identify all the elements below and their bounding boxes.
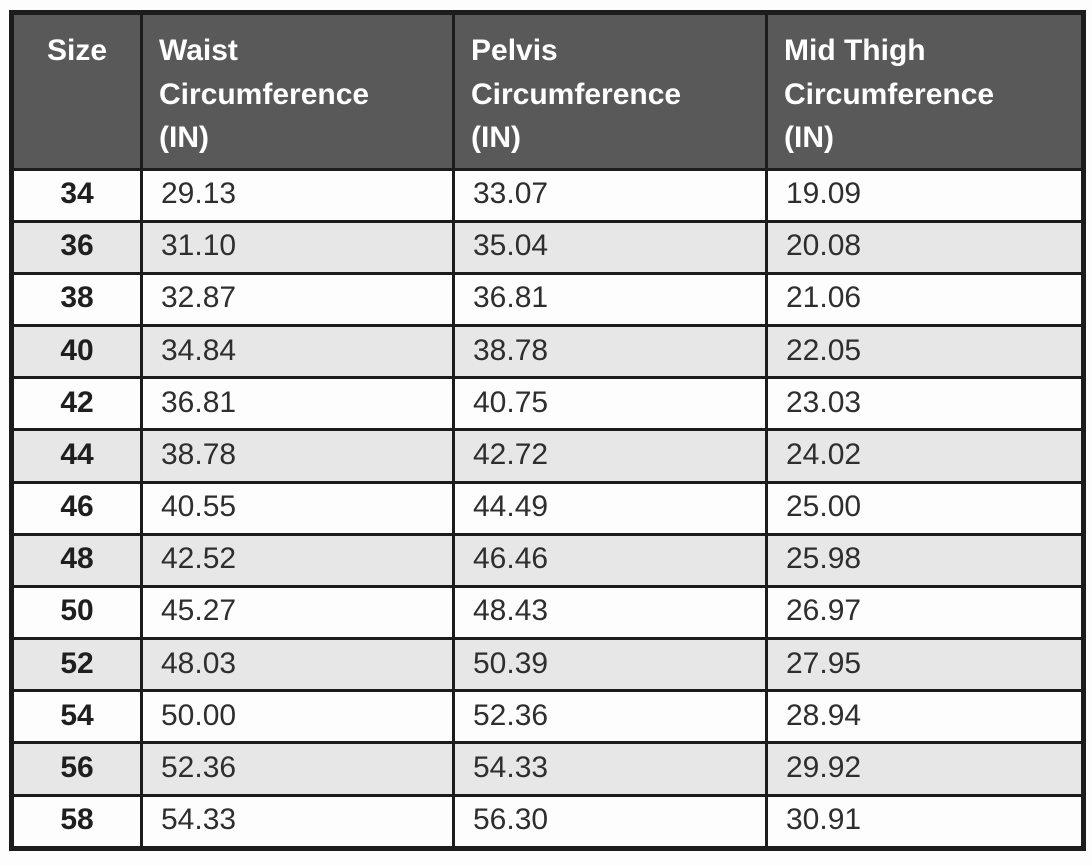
table-row: 52 48.03 50.39 27.95 bbox=[10, 637, 1085, 693]
table-row: 44 38.78 42.72 24.02 bbox=[10, 428, 1085, 484]
table-row: 42 36.81 40.75 23.03 bbox=[10, 376, 1085, 432]
mid-thigh-circumference-cell: 30.91 bbox=[765, 793, 1085, 851]
size-cell: 38 bbox=[10, 271, 143, 328]
pelvis-circumference-cell: 48.43 bbox=[452, 584, 768, 641]
mid-thigh-circumference-cell: 25.98 bbox=[765, 532, 1085, 588]
mid-thigh-circumference-cell: 26.97 bbox=[765, 584, 1085, 641]
table-row: 56 52.36 54.33 29.92 bbox=[10, 741, 1085, 797]
size-cell: 50 bbox=[10, 584, 143, 641]
size-cell: 42 bbox=[10, 376, 143, 432]
pelvis-circumference-cell: 52.36 bbox=[452, 689, 768, 745]
mid-thigh-circumference-cell: 23.03 bbox=[765, 376, 1085, 432]
waist-circumference-cell: 31.10 bbox=[140, 219, 455, 275]
table-row: 46 40.55 44.49 25.00 bbox=[10, 480, 1085, 536]
waist-circumference-cell: 52.36 bbox=[140, 741, 455, 797]
pelvis-circumference-cell: 38.78 bbox=[452, 324, 768, 380]
pelvis-circumference-cell: 33.07 bbox=[452, 167, 768, 223]
column-header-waist-circumference: Waist Circumference (IN) bbox=[140, 11, 455, 171]
table-row: 48 42.52 46.46 25.98 bbox=[10, 532, 1085, 588]
pelvis-circumference-cell: 35.04 bbox=[452, 219, 768, 275]
pelvis-circumference-cell: 36.81 bbox=[452, 271, 768, 328]
waist-circumference-cell: 36.81 bbox=[140, 376, 455, 432]
pelvis-circumference-cell: 42.72 bbox=[452, 428, 768, 484]
size-cell: 54 bbox=[10, 689, 143, 745]
waist-circumference-cell: 34.84 bbox=[140, 324, 455, 380]
waist-circumference-cell: 54.33 bbox=[140, 793, 455, 851]
pelvis-circumference-cell: 44.49 bbox=[452, 480, 768, 536]
mid-thigh-circumference-cell: 25.00 bbox=[765, 480, 1085, 536]
size-cell: 52 bbox=[10, 637, 143, 693]
pelvis-circumference-cell: 50.39 bbox=[452, 637, 768, 693]
size-cell: 56 bbox=[10, 741, 143, 797]
waist-circumference-cell: 40.55 bbox=[140, 480, 455, 536]
size-cell: 46 bbox=[10, 480, 143, 536]
column-header-pelvis-circumference: Pelvis Circumference (IN) bbox=[452, 11, 768, 171]
pelvis-circumference-cell: 54.33 bbox=[452, 741, 768, 797]
table-header: Size Waist Circumference (IN) Pelvis Cir… bbox=[10, 11, 1085, 171]
mid-thigh-circumference-cell: 29.92 bbox=[765, 741, 1085, 797]
waist-circumference-cell: 48.03 bbox=[140, 637, 455, 693]
size-cell: 36 bbox=[10, 219, 143, 275]
pelvis-circumference-cell: 56.30 bbox=[452, 793, 768, 851]
table-row: 50 45.27 48.43 26.97 bbox=[10, 584, 1085, 641]
mid-thigh-circumference-cell: 22.05 bbox=[765, 324, 1085, 380]
waist-circumference-cell: 29.13 bbox=[140, 167, 455, 223]
waist-circumference-cell: 38.78 bbox=[140, 428, 455, 484]
table-row: 40 34.84 38.78 22.05 bbox=[10, 324, 1085, 380]
size-cell: 48 bbox=[10, 532, 143, 588]
column-header-size: Size bbox=[10, 11, 143, 171]
size-chart-table: Size Waist Circumference (IN) Pelvis Cir… bbox=[9, 10, 1086, 851]
table-row: 36 31.10 35.04 20.08 bbox=[10, 219, 1085, 275]
waist-circumference-cell: 50.00 bbox=[140, 689, 455, 745]
table-row: 38 32.87 36.81 21.06 bbox=[10, 271, 1085, 328]
table-row: 34 29.13 33.07 19.09 bbox=[10, 167, 1085, 223]
table-body: 34 29.13 33.07 19.09 36 31.10 35.04 20.0… bbox=[10, 167, 1085, 851]
pelvis-circumference-cell: 46.46 bbox=[452, 532, 768, 588]
mid-thigh-circumference-cell: 19.09 bbox=[765, 167, 1085, 223]
size-cell: 58 bbox=[10, 793, 143, 851]
mid-thigh-circumference-cell: 27.95 bbox=[765, 637, 1085, 693]
waist-circumference-cell: 42.52 bbox=[140, 532, 455, 588]
column-header-mid-thigh-circumference: Mid Thigh Circumference (IN) bbox=[765, 11, 1085, 171]
mid-thigh-circumference-cell: 28.94 bbox=[765, 689, 1085, 745]
mid-thigh-circumference-cell: 20.08 bbox=[765, 219, 1085, 275]
table-row: 54 50.00 52.36 28.94 bbox=[10, 689, 1085, 745]
size-cell: 34 bbox=[10, 167, 143, 223]
mid-thigh-circumference-cell: 21.06 bbox=[765, 271, 1085, 328]
size-cell: 40 bbox=[10, 324, 143, 380]
pelvis-circumference-cell: 40.75 bbox=[452, 376, 768, 432]
table-row: 58 54.33 56.30 30.91 bbox=[10, 793, 1085, 851]
header-row: Size Waist Circumference (IN) Pelvis Cir… bbox=[10, 11, 1085, 171]
waist-circumference-cell: 45.27 bbox=[140, 584, 455, 641]
mid-thigh-circumference-cell: 24.02 bbox=[765, 428, 1085, 484]
waist-circumference-cell: 32.87 bbox=[140, 271, 455, 328]
size-cell: 44 bbox=[10, 428, 143, 484]
